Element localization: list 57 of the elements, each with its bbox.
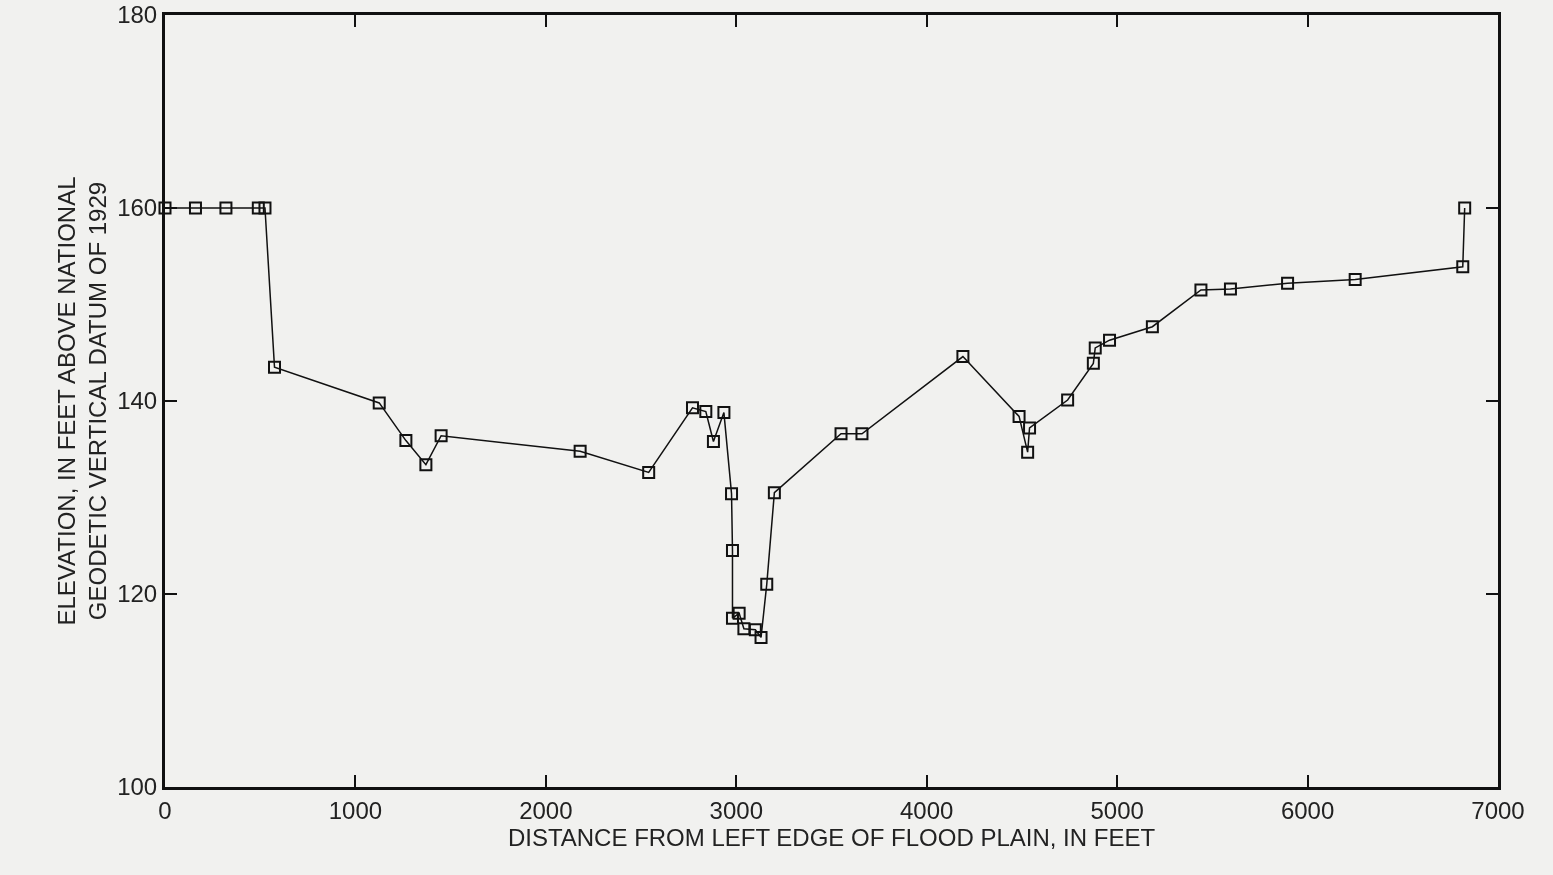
point <box>748 623 762 637</box>
point <box>1145 320 1159 334</box>
point <box>1458 201 1472 215</box>
point <box>834 427 848 441</box>
point <box>268 360 281 374</box>
point <box>725 611 739 625</box>
point <box>1223 282 1237 296</box>
x-tick-label: 5000 <box>1090 796 1144 824</box>
x-tick-label: 4000 <box>900 796 954 824</box>
x-tick-label: 1000 <box>328 796 383 824</box>
y-tick-label: 140 <box>117 387 158 415</box>
point <box>760 577 774 591</box>
y-tick-label: 160 <box>117 194 158 222</box>
point <box>1456 260 1470 274</box>
point <box>956 350 970 364</box>
point <box>732 606 746 620</box>
point <box>1012 409 1026 423</box>
point <box>699 405 713 419</box>
point <box>399 434 413 448</box>
point <box>642 465 656 479</box>
point <box>767 486 781 500</box>
x-tick-label: 3000 <box>709 796 763 824</box>
point <box>855 427 869 441</box>
x-tick-label: 0 <box>158 796 172 824</box>
point <box>573 444 587 458</box>
point <box>1194 283 1208 297</box>
point <box>258 201 272 215</box>
point <box>1281 276 1295 290</box>
y-axis-title: ELEVATION, IN FEET ABOVE NATIONAL GEODETIC VERTICAL DATUM OF 1929 <box>53 176 112 626</box>
point <box>1103 333 1117 347</box>
point <box>1021 445 1035 459</box>
point <box>434 429 448 443</box>
point <box>1086 356 1100 370</box>
point <box>188 201 202 215</box>
point <box>754 630 768 644</box>
point <box>725 544 739 558</box>
y-tick-label: 100 <box>117 773 158 801</box>
point <box>419 458 433 472</box>
point <box>1023 421 1037 435</box>
point <box>158 201 172 215</box>
x-tick-label: 6000 <box>1280 796 1335 824</box>
point <box>372 396 386 410</box>
point <box>1088 341 1102 355</box>
x-tick-label: 2000 <box>519 796 573 824</box>
point <box>737 622 751 636</box>
point <box>717 406 731 420</box>
point <box>1061 393 1075 407</box>
point <box>706 435 720 449</box>
x-tick-label: 7000 <box>1471 796 1525 824</box>
y-tick-label: 120 <box>117 580 158 608</box>
point <box>1348 272 1362 286</box>
point <box>685 401 699 415</box>
point <box>725 487 739 501</box>
y-tick-label: 180 <box>117 1 158 29</box>
x-axis-title: DISTANCE FROM LEFT EDGE OF FLOOD PLAIN, IN FEET <box>507 823 1156 851</box>
point <box>251 201 265 215</box>
point <box>219 201 233 215</box>
